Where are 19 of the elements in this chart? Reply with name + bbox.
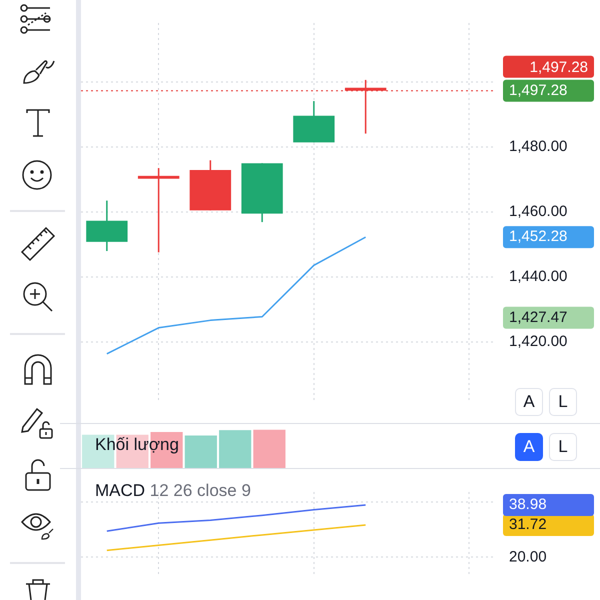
y-tick-label: 1,480.00 (509, 138, 568, 156)
candlestick (138, 167, 180, 254)
chart-subtitle: 12 26 close 9 (150, 481, 251, 500)
chart-title: Khối lượng (95, 435, 179, 455)
y-tick-label: 1,440.00 (509, 268, 568, 286)
y-tick-label: 1,452.28 (509, 228, 568, 246)
ref-line-label: 1,497.28 (530, 58, 588, 76)
y-tick-label: 1,497.28 (509, 82, 568, 99)
y-tick-label: 20.00 (509, 548, 547, 566)
y-tick-label: 38.98 (509, 496, 547, 514)
text: L (549, 388, 577, 416)
text: L (549, 433, 577, 461)
y-tick-label: 1,427.47 (509, 308, 568, 326)
chart-title: MACD (95, 481, 146, 500)
text: A (515, 388, 543, 416)
y-tick-label: 1,460.00 (509, 203, 568, 220)
y-tick-label: 1,420.00 (509, 333, 568, 350)
y-tick-label: 31.72 (509, 516, 547, 534)
text: A (515, 433, 543, 461)
